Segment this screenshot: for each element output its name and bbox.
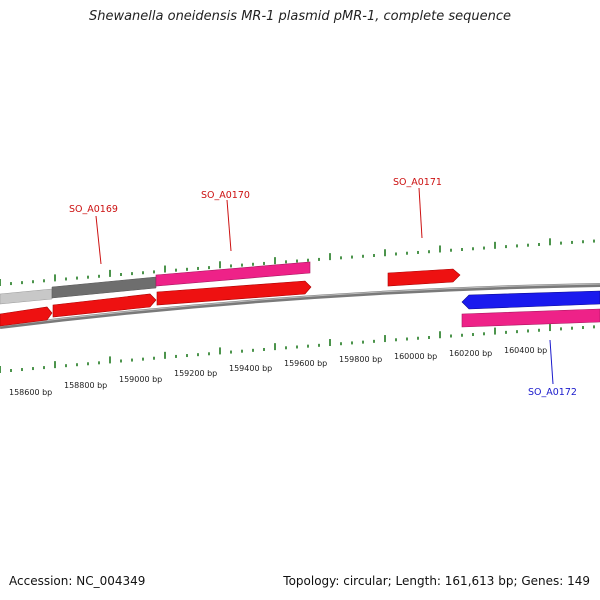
scale-label-group: 158600 bp 158800 bp 159000 bp 159200 bp …: [9, 346, 547, 397]
backbone-track: [0, 283, 600, 329]
forward-cds-arrow: [156, 280, 312, 306]
scale-label: 159400 bp: [229, 364, 272, 373]
gene-leader-line: [226, 199, 232, 252]
scale-label: 159200 bp: [174, 369, 217, 378]
scale-label: 160200 bp: [449, 349, 492, 358]
forward-cds-arrow: [52, 293, 157, 318]
upper-tick-row: [0, 238, 595, 286]
topology-summary: Topology: circular; Length: 161,613 bp; …: [283, 574, 590, 588]
gene-label-so-a0170[interactable]: SO_A0170: [201, 190, 250, 201]
scale-label: 158800 bp: [64, 381, 107, 390]
gene-leader-line: [95, 215, 102, 265]
grey-segment-light: [0, 288, 53, 305]
forward-cds-arrow: [0, 306, 53, 327]
lower-tick-row: [0, 324, 595, 373]
scale-label: 159600 bp: [284, 359, 327, 368]
gene-label-so-a0172[interactable]: SO_A0172: [528, 387, 577, 398]
scale-label: 160000 bp: [394, 352, 437, 361]
scale-label: 159000 bp: [119, 375, 162, 384]
map-title: Shewanella oneidensis MR-1 plasmid pMR-1…: [88, 9, 512, 24]
accession-label: Accession: NC_004349: [9, 574, 146, 588]
scale-label: 159800 bp: [339, 355, 382, 364]
scale-label: 158600 bp: [9, 388, 52, 397]
backbone-highlight: [0, 283, 600, 327]
gene-leader-line: [549, 339, 554, 385]
scale-label: 160400 bp: [504, 346, 547, 355]
forward-cds-arrow: [387, 268, 461, 287]
pink-feature-upper: [155, 261, 311, 287]
gene-label-so-a0169[interactable]: SO_A0169: [69, 204, 118, 215]
gene-label-so-a0171[interactable]: SO_A0171: [393, 177, 442, 188]
reverse-cds-arrow: [461, 290, 600, 310]
pink-feature-lower: [461, 308, 600, 328]
gene-leader-line: [418, 187, 423, 239]
grey-segment-dark: [51, 276, 157, 299]
